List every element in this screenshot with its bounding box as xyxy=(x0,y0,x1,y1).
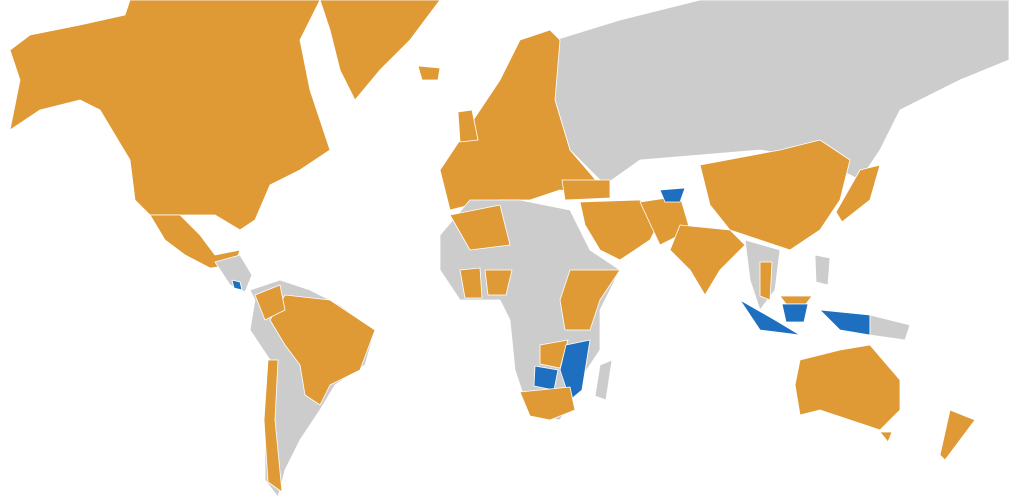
region-north-america xyxy=(9,0,331,231)
region-brazil xyxy=(269,294,376,406)
region-west-africa xyxy=(459,267,483,299)
region-east-africa xyxy=(559,269,621,331)
region-eastern-indonesia xyxy=(819,309,871,336)
region-south-africa xyxy=(519,386,576,421)
region-tajikistan xyxy=(659,187,686,203)
region-mozambique xyxy=(559,339,591,401)
region-borneo xyxy=(779,295,813,305)
region-turkey xyxy=(561,179,611,201)
region-india xyxy=(669,224,746,296)
region-chile xyxy=(263,359,283,493)
region-greenland xyxy=(319,0,441,101)
region-new-zealand xyxy=(939,409,976,461)
region-china xyxy=(699,139,851,251)
region-costa-rica xyxy=(231,279,243,291)
region-iceland xyxy=(417,65,441,81)
region-australia xyxy=(794,344,901,431)
region-central-america xyxy=(214,254,253,293)
region-nigeria xyxy=(484,269,513,296)
region-botswana xyxy=(533,365,559,391)
region-japan xyxy=(835,164,881,223)
region-north-africa xyxy=(449,204,511,251)
region-zambia-zimbabwe xyxy=(539,339,569,369)
region-papua-new-guinea xyxy=(869,314,911,341)
region-colombia xyxy=(254,284,286,321)
region-kalimantan xyxy=(781,303,809,323)
region-thailand-malaysia xyxy=(759,261,773,301)
region-madagascar xyxy=(594,359,613,401)
region-united-kingdom xyxy=(457,109,479,143)
region-tasmania xyxy=(879,431,893,443)
region-philippines xyxy=(814,254,831,286)
region-sumatra-java xyxy=(739,299,801,336)
